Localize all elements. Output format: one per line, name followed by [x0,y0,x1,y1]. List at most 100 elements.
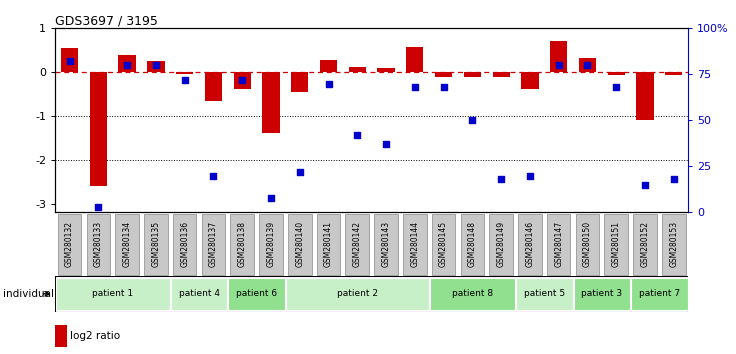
Bar [637,72,654,120]
Text: GSM280138: GSM280138 [238,221,247,267]
Text: patient 5: patient 5 [524,289,565,298]
Point [294,169,305,175]
Bar [118,56,135,72]
Text: patient 4: patient 4 [179,289,219,298]
Text: GSM280144: GSM280144 [411,221,420,267]
Bar [464,72,481,78]
FancyBboxPatch shape [116,214,139,275]
Point [179,77,191,83]
Text: patient 8: patient 8 [452,289,493,298]
FancyBboxPatch shape [461,214,484,275]
FancyBboxPatch shape [430,278,515,310]
Point [409,84,421,90]
Bar [205,72,222,101]
Text: GSM280136: GSM280136 [180,221,189,267]
Text: patient 1: patient 1 [92,289,133,298]
Point [524,173,536,178]
Point [93,204,105,210]
Bar [55,325,66,347]
Point [208,173,219,178]
Text: GSM280132: GSM280132 [65,221,74,267]
FancyBboxPatch shape [230,214,254,275]
Text: GSM280151: GSM280151 [612,221,620,267]
Point [351,132,363,138]
Text: GSM280142: GSM280142 [353,221,362,267]
FancyBboxPatch shape [228,278,285,310]
Bar [608,72,625,75]
FancyBboxPatch shape [516,278,573,310]
Point [438,84,450,90]
FancyBboxPatch shape [171,278,227,310]
FancyBboxPatch shape [58,214,82,275]
Point [64,59,76,64]
Bar [90,72,107,186]
FancyBboxPatch shape [87,214,110,275]
Bar [320,60,337,72]
Point [495,176,507,182]
Bar [435,72,452,78]
Bar [578,58,596,72]
Text: patient 7: patient 7 [639,289,680,298]
Text: GSM280149: GSM280149 [497,221,506,267]
Bar [406,47,423,72]
FancyBboxPatch shape [202,214,225,275]
Point [150,62,162,68]
Point [553,62,565,68]
FancyBboxPatch shape [604,214,628,275]
Point [322,81,334,86]
FancyBboxPatch shape [662,214,685,275]
FancyBboxPatch shape [403,214,427,275]
Bar [378,68,394,72]
FancyBboxPatch shape [518,214,542,275]
Point [381,142,392,147]
Text: GSM280137: GSM280137 [209,221,218,267]
FancyBboxPatch shape [288,214,311,275]
Bar [233,72,251,89]
FancyBboxPatch shape [489,214,513,275]
Text: GSM280140: GSM280140 [295,221,304,267]
Text: GSM280152: GSM280152 [640,221,649,267]
Text: individual: individual [3,289,54,299]
Bar [61,48,78,72]
Point [265,195,277,200]
FancyBboxPatch shape [345,214,369,275]
FancyBboxPatch shape [316,214,340,275]
Bar [550,41,567,72]
Bar [492,72,510,78]
Text: GSM280134: GSM280134 [123,221,132,267]
FancyBboxPatch shape [633,214,657,275]
Bar [521,72,539,89]
FancyBboxPatch shape [432,214,456,275]
Text: GSM280135: GSM280135 [152,221,160,267]
Text: GSM280153: GSM280153 [669,221,679,267]
Point [610,84,622,90]
Text: patient 6: patient 6 [236,289,277,298]
Point [467,118,478,123]
Point [581,62,593,68]
FancyBboxPatch shape [631,278,687,310]
Text: GSM280139: GSM280139 [266,221,275,267]
FancyBboxPatch shape [56,278,170,310]
Bar [665,72,682,75]
FancyBboxPatch shape [547,214,570,275]
Bar [291,72,308,92]
Point [639,182,651,188]
FancyBboxPatch shape [55,276,688,312]
FancyBboxPatch shape [144,214,168,275]
FancyBboxPatch shape [576,214,599,275]
Text: patient 2: patient 2 [337,289,378,298]
Bar [147,61,165,72]
Text: GSM280148: GSM280148 [468,221,477,267]
Text: GSM280146: GSM280146 [526,221,534,267]
Text: GSM280141: GSM280141 [324,221,333,267]
FancyBboxPatch shape [173,214,197,275]
Bar [349,67,366,72]
Text: GSM280150: GSM280150 [583,221,592,267]
Bar [176,72,194,74]
FancyBboxPatch shape [259,214,283,275]
Text: GSM280143: GSM280143 [381,221,391,267]
Point [121,62,133,68]
Text: GSM280133: GSM280133 [94,221,103,267]
FancyBboxPatch shape [286,278,428,310]
FancyBboxPatch shape [573,278,630,310]
